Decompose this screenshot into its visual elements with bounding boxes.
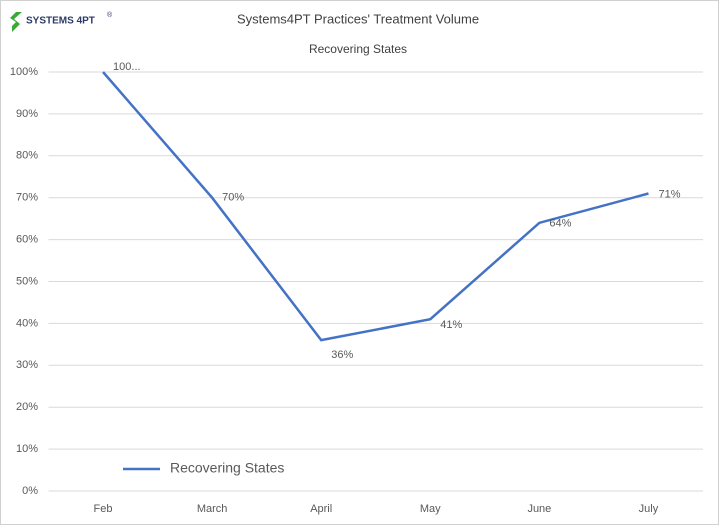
data-label: 36% <box>331 349 353 361</box>
data-label: 64% <box>549 218 571 230</box>
y-tick-label: 100% <box>10 66 38 78</box>
chart-title: Systems4PT Practices' Treatment Volume <box>237 11 479 26</box>
x-tick-label: April <box>310 503 332 515</box>
x-tick-label: May <box>420 503 441 515</box>
data-label: 71% <box>658 188 680 200</box>
chart-subtitle: Recovering States <box>309 42 407 56</box>
data-label: 70% <box>222 192 244 204</box>
y-tick-label: 90% <box>16 108 38 120</box>
y-tick-label: 0% <box>22 485 38 497</box>
logo-icon <box>10 12 22 32</box>
y-tick-label: 80% <box>16 150 38 162</box>
logo-mark: ® <box>107 11 113 19</box>
series-line <box>102 71 649 342</box>
legend-label: Recovering States <box>170 460 284 476</box>
y-tick-label: 10% <box>16 443 38 455</box>
y-tick-label: 70% <box>16 192 38 204</box>
x-tick-label: March <box>197 503 228 515</box>
logo-text: SYSTEMS 4PT <box>26 16 95 27</box>
y-tick-label: 20% <box>16 401 38 413</box>
y-tick-label: 60% <box>16 234 38 246</box>
y-tick-label: 50% <box>16 275 38 287</box>
y-tick-label: 30% <box>16 359 38 371</box>
x-tick-label: June <box>527 503 551 515</box>
x-tick-label: Feb <box>94 503 113 515</box>
data-label: 41% <box>440 319 462 331</box>
y-tick-label: 40% <box>16 317 38 329</box>
x-tick-label: July <box>639 503 659 515</box>
data-label: 100... <box>113 61 141 73</box>
